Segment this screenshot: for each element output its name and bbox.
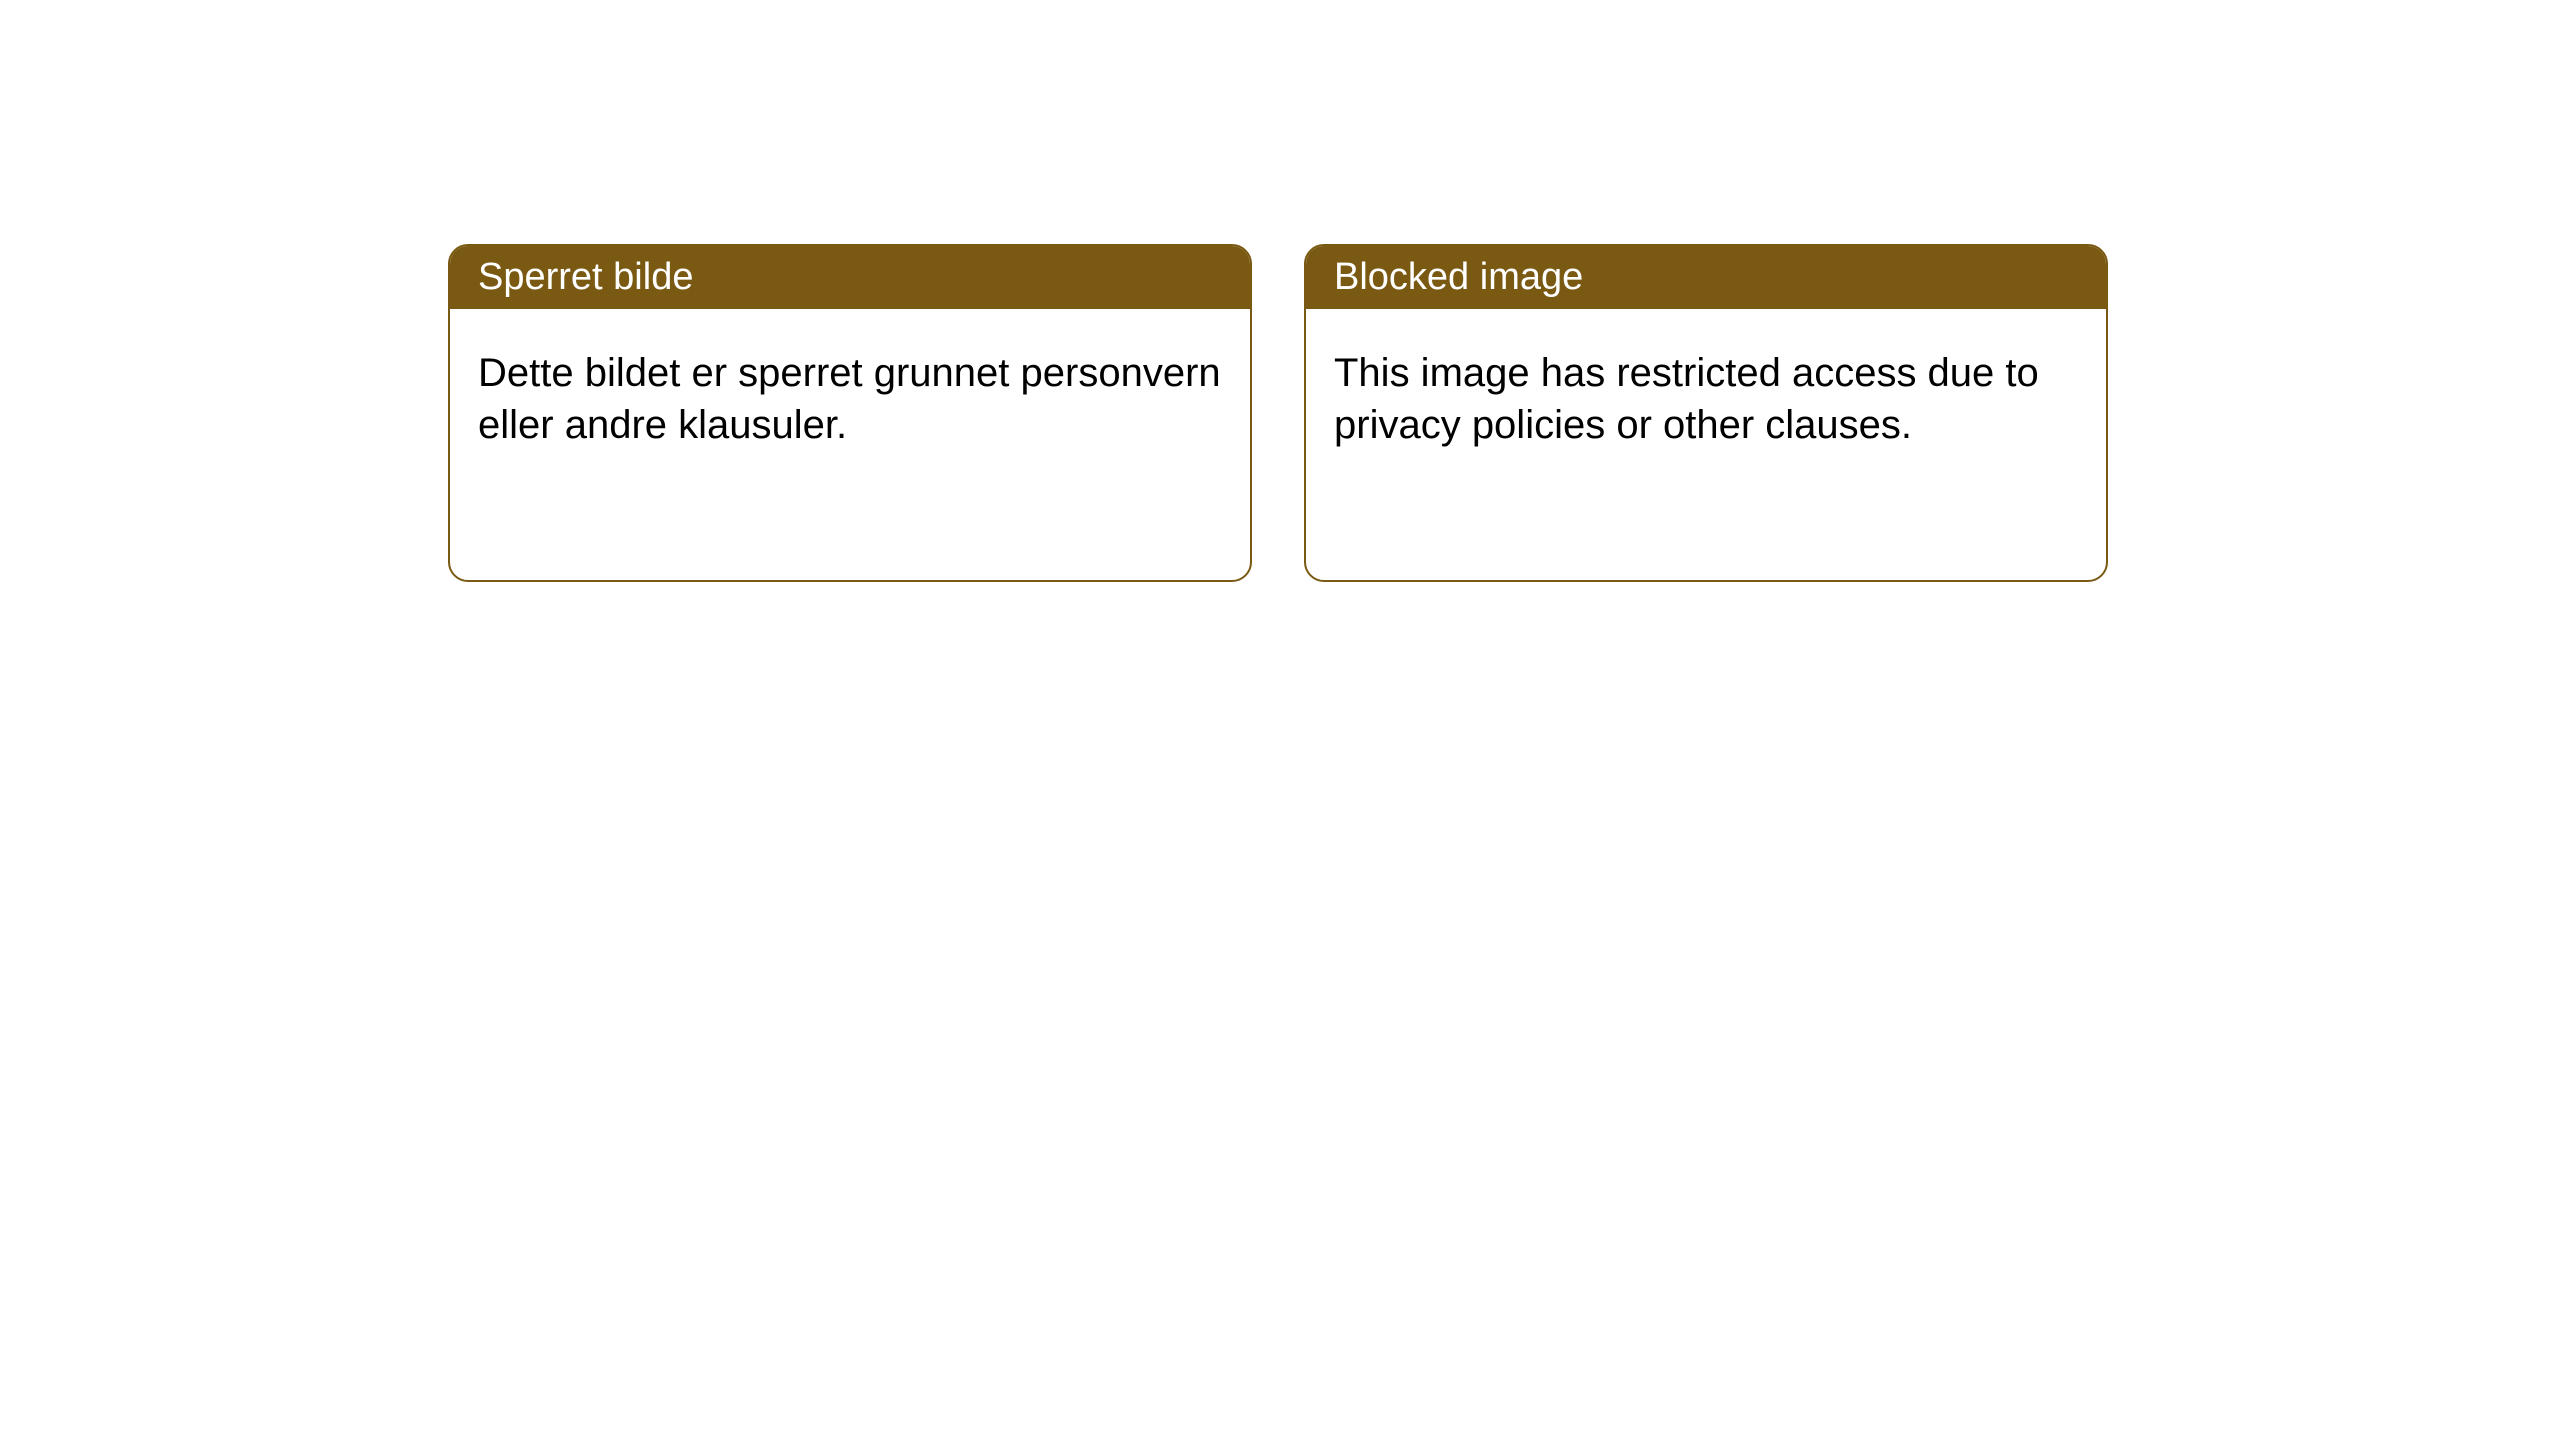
card-title: Blocked image	[1334, 256, 1583, 298]
blocked-image-card-norwegian: Sperret bilde Dette bildet er sperret gr…	[448, 244, 1252, 582]
card-header: Sperret bilde	[450, 246, 1250, 309]
card-header: Blocked image	[1306, 246, 2106, 309]
notice-container: Sperret bilde Dette bildet er sperret gr…	[0, 0, 2560, 582]
card-body: Dette bildet er sperret grunnet personve…	[450, 309, 1250, 489]
blocked-image-card-english: Blocked image This image has restricted …	[1304, 244, 2108, 582]
card-message: Dette bildet er sperret grunnet personve…	[478, 351, 1221, 447]
card-body: This image has restricted access due to …	[1306, 309, 2106, 489]
card-message: This image has restricted access due to …	[1334, 351, 2039, 447]
card-title: Sperret bilde	[478, 256, 693, 298]
